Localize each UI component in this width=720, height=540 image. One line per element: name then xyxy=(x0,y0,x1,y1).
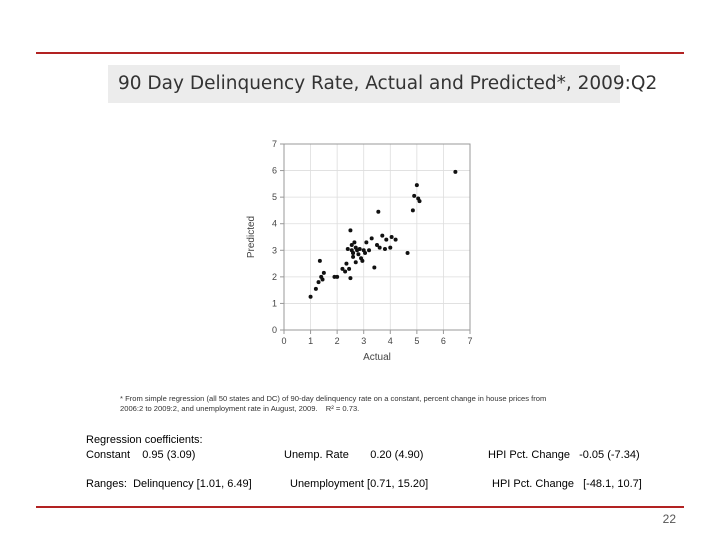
footnote-line-1: * From simple regression (all 50 states … xyxy=(120,394,547,403)
data-point xyxy=(356,252,361,257)
y-tick-label: 7 xyxy=(272,139,277,149)
data-point xyxy=(414,183,419,188)
x-axis-ticks: 0 1 2 3 4 5 6 7 xyxy=(281,330,473,346)
data-point xyxy=(308,294,313,299)
y-tick-label: 2 xyxy=(272,272,277,282)
y-tick-label: 6 xyxy=(272,166,277,176)
x-axis-label: Actual xyxy=(363,352,391,363)
data-point xyxy=(316,280,321,285)
data-point xyxy=(352,240,357,245)
y-tick-label: 3 xyxy=(272,245,277,255)
x-tick-label: 4 xyxy=(388,336,393,346)
data-point xyxy=(382,246,387,251)
data-point xyxy=(375,242,379,247)
y-tick-label: 5 xyxy=(272,192,277,202)
x-tick-label: 2 xyxy=(335,336,340,346)
y-tick-label: 1 xyxy=(272,298,277,308)
data-point xyxy=(376,209,381,214)
plot-frame xyxy=(283,143,471,331)
title-banner: 90 Day Delinquency Rate, Actual and Pred… xyxy=(108,65,657,103)
coef-heading: Regression coefficients: xyxy=(86,434,203,446)
data-point xyxy=(412,193,417,198)
ranges-hpi: HPI Pct. Change [-48.1, 10.7] xyxy=(492,478,642,490)
data-point xyxy=(313,286,318,291)
footnote-text: 2006:2 to 2009:2, and unemployment rate … xyxy=(120,404,318,413)
coef-unemp: Unemp. Rate 0.20 (4.90) xyxy=(284,449,424,461)
data-point xyxy=(343,269,348,274)
data-point xyxy=(417,199,422,204)
x-tick-label: 3 xyxy=(361,336,366,346)
x-tick-label: 5 xyxy=(414,336,419,346)
data-point xyxy=(317,258,322,263)
data-point xyxy=(384,237,389,242)
data-point xyxy=(320,277,325,282)
data-point xyxy=(380,233,385,238)
x-tick-label: 7 xyxy=(467,336,472,346)
ranges-unemployment: Unemployment [0.71, 15.20] xyxy=(290,478,429,490)
x-tick-label: 0 xyxy=(281,336,286,346)
data-point xyxy=(393,237,398,242)
data-point xyxy=(348,228,353,233)
data-point xyxy=(405,250,410,255)
data-point xyxy=(347,266,352,271)
ranges-delinquency: Ranges: Delinquency [1.01, 6.49] xyxy=(86,478,252,490)
data-point xyxy=(363,250,368,255)
data-point xyxy=(367,248,372,253)
data-point xyxy=(364,240,369,245)
top-rule xyxy=(36,52,684,54)
data-point xyxy=(357,246,362,251)
x-tick-label: 1 xyxy=(308,336,313,346)
data-point xyxy=(353,260,358,265)
data-point xyxy=(340,266,345,271)
data-points xyxy=(308,169,458,299)
data-point xyxy=(349,242,354,247)
y-axis-ticks: 0 1 2 3 4 5 6 7 xyxy=(272,139,284,335)
y-tick-label: 0 xyxy=(272,325,277,335)
x-tick-label: 6 xyxy=(441,336,446,346)
y-axis-label: Predicted xyxy=(246,216,257,258)
page-number: 22 xyxy=(662,512,676,526)
coef-constant: Constant 0.95 (3.09) xyxy=(86,449,196,461)
data-point xyxy=(388,245,393,250)
data-point xyxy=(389,235,394,239)
footnote-r2: R² = 0.73. xyxy=(325,404,360,413)
data-point xyxy=(360,258,365,263)
data-point xyxy=(348,276,353,281)
data-point xyxy=(377,245,382,250)
data-point xyxy=(372,265,377,270)
data-point xyxy=(345,246,350,251)
slide-title: 90 Day Delinquency Rate, Actual and Pred… xyxy=(118,73,658,94)
data-point xyxy=(410,208,415,213)
data-point xyxy=(453,169,458,174)
y-tick-label: 4 xyxy=(272,219,277,229)
data-point xyxy=(351,250,356,255)
coef-hpi: HPI Pct. Change -0.05 (-7.34) xyxy=(488,449,640,461)
data-point xyxy=(369,236,374,241)
data-point xyxy=(335,274,340,279)
data-point xyxy=(321,270,326,275)
footnote: * From simple regression (all 50 states … xyxy=(120,394,620,414)
bottom-rule xyxy=(36,506,684,508)
data-point xyxy=(351,254,356,259)
grid xyxy=(283,143,471,331)
footnote-line-2: 2006:2 to 2009:2, and unemployment rate … xyxy=(120,404,620,414)
data-point xyxy=(344,261,349,266)
scatter-chart: 0 1 2 3 4 5 6 7 0 1 2 3 4 5 6 7 Actual Predicted xyxy=(246,139,473,363)
